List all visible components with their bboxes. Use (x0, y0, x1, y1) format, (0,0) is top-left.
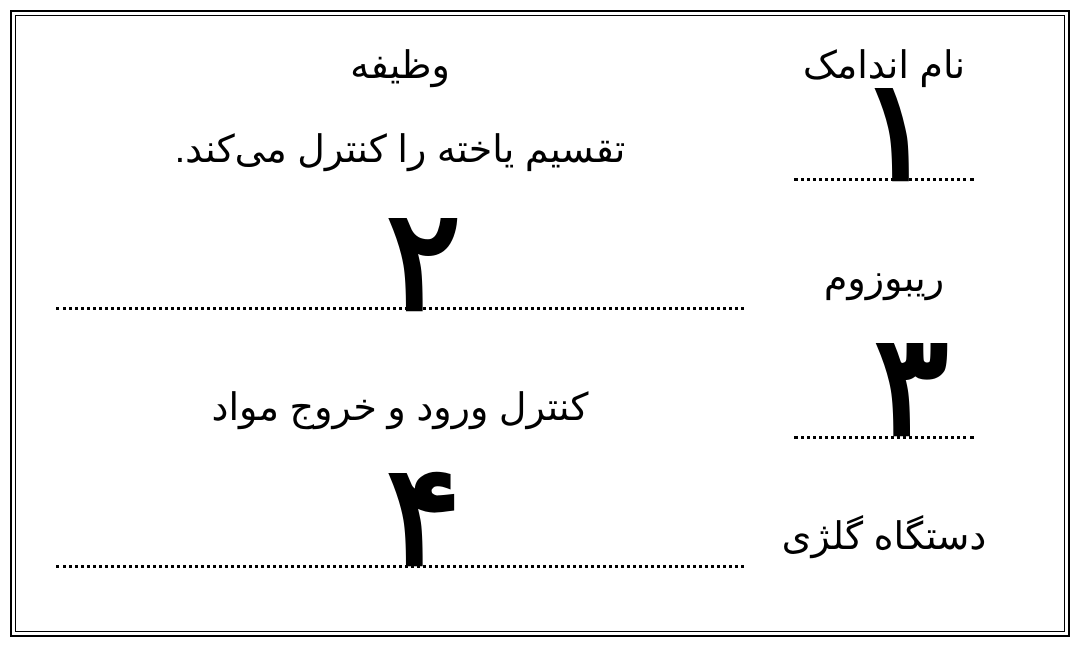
blank-line (56, 307, 744, 310)
blank-line (794, 436, 974, 439)
name-cell-text: ریبوزوم (744, 256, 1024, 301)
header-function-column: وظیفه (56, 43, 744, 88)
blank-line (56, 565, 744, 568)
function-cell-text: تقسیم یاخته را کنترل می‌کند. (56, 127, 744, 172)
function-cell-text: کنترل ورود و خروج مواد (56, 385, 744, 430)
name-cell-text: دستگاه گلژی (744, 514, 1024, 559)
function-cell-blank (56, 267, 744, 310)
table-row: ریبوزوم (56, 224, 1024, 353)
table-header-row: نام اندامک وظیفه (56, 36, 1024, 95)
blank-line (794, 178, 974, 181)
table-row: دستگاه گلژی (56, 482, 1024, 611)
worksheet-table: نام اندامک وظیفه تقسیم یاخته را کنترل می… (56, 36, 1024, 611)
table-row: تقسیم یاخته را کنترل می‌کند. (56, 95, 1024, 224)
name-cell-blank (744, 138, 1024, 181)
table-row: کنترل ورود و خروج مواد (56, 353, 1024, 482)
name-cell-blank (744, 396, 1024, 439)
function-cell-blank (56, 525, 744, 568)
outer-border: ۱ ۲ ۳ ۴ نام اندامک وظیفه تقسیم یاخته را … (10, 10, 1070, 637)
header-name-column: نام اندامک (744, 43, 1024, 88)
inner-border: ۱ ۲ ۳ ۴ نام اندامک وظیفه تقسیم یاخته را … (15, 15, 1065, 632)
